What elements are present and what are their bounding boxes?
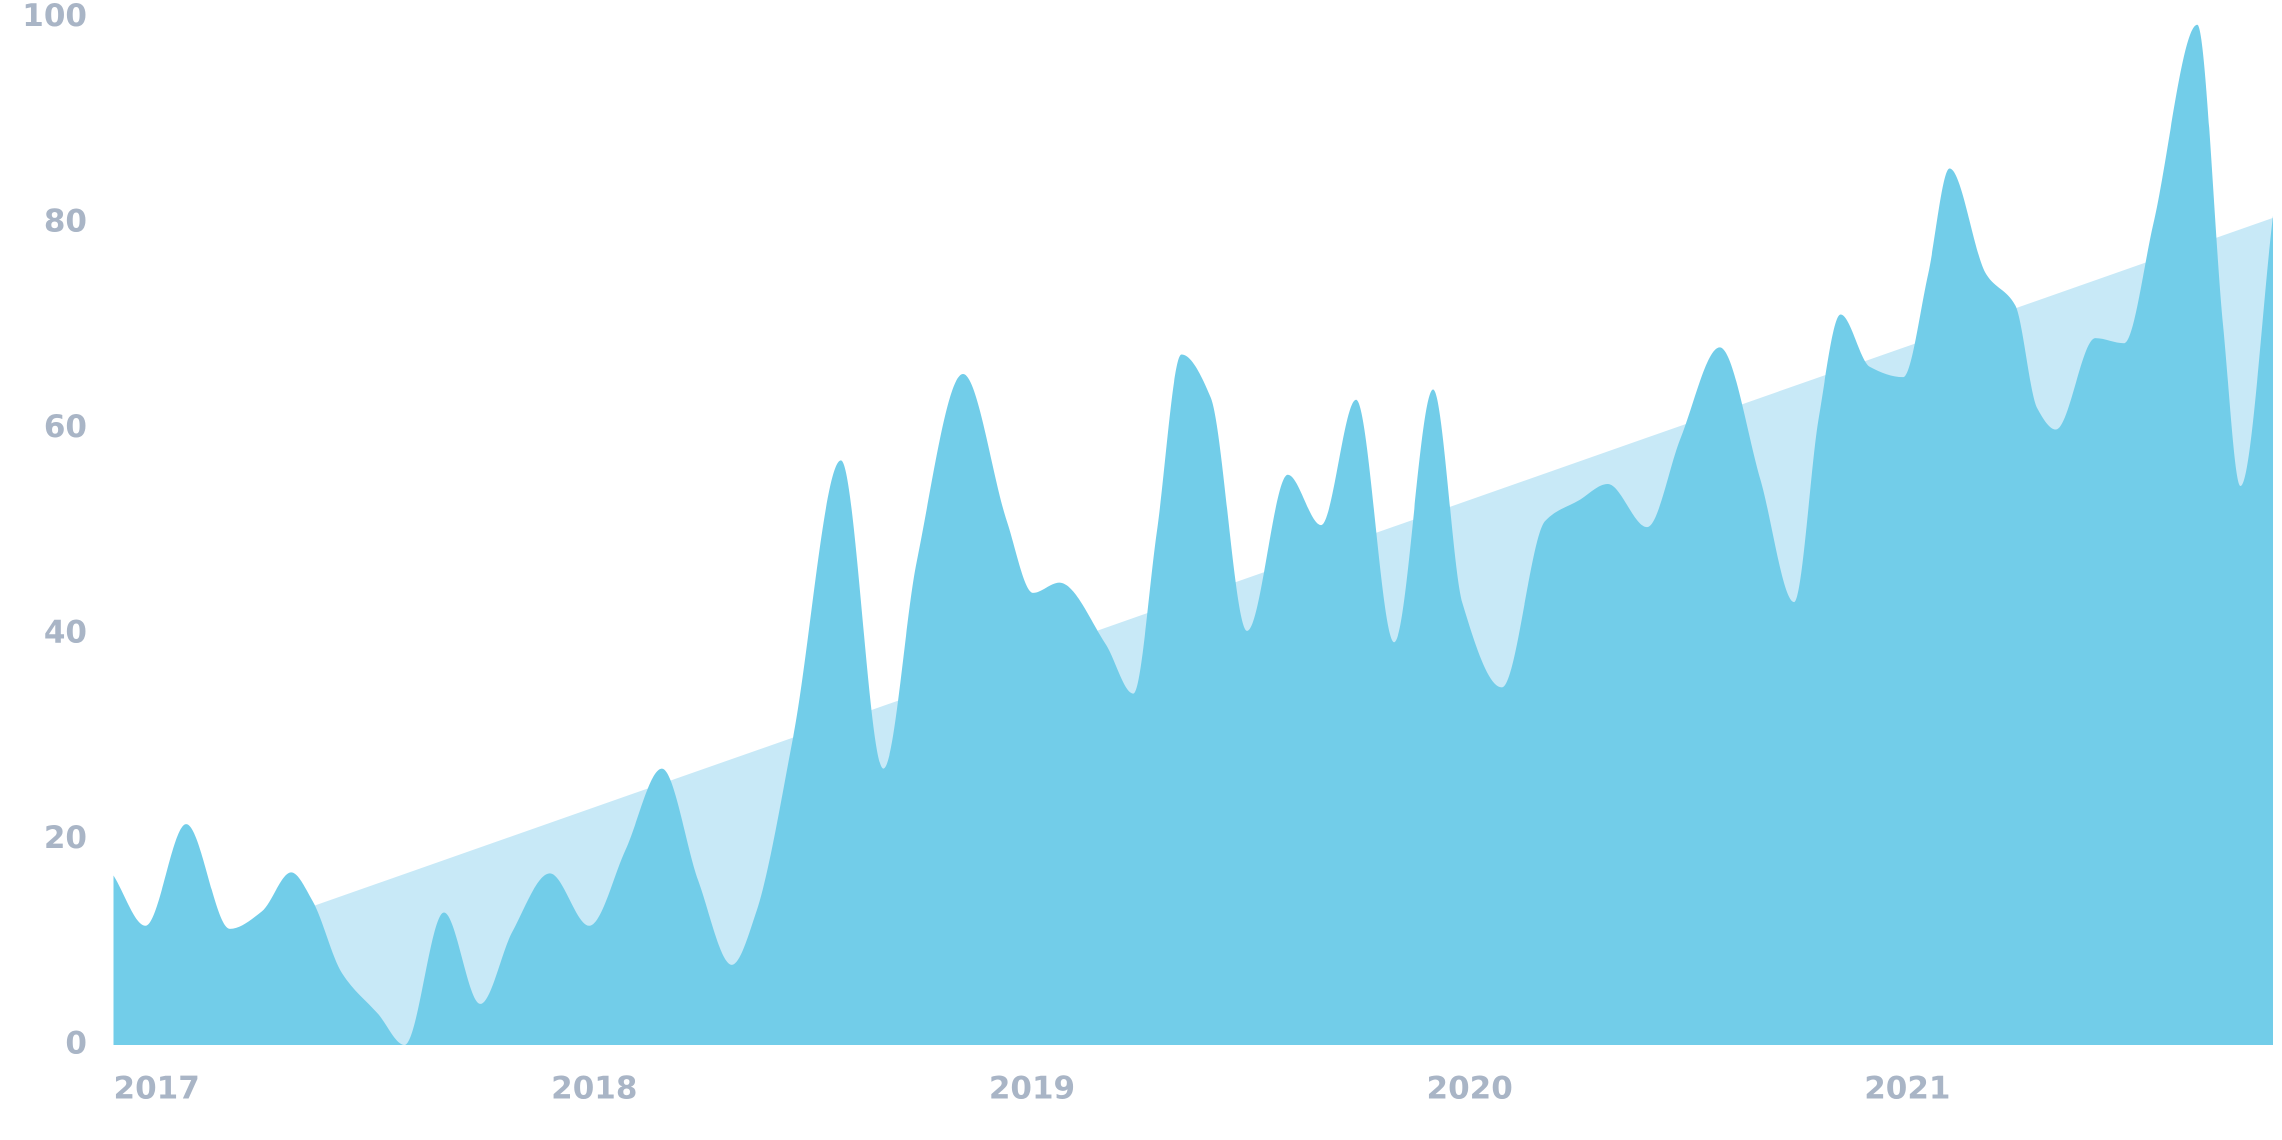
y-tick-label: 40 [44,615,87,651]
y-tick-label: 80 [44,204,87,240]
x-tick-label: 2021 [1864,1071,1950,1107]
x-tick-label: 2020 [1427,1071,1513,1107]
x-tick-label: 2019 [989,1071,1075,1107]
area [113,24,2273,1045]
x-tick-label: 2018 [551,1071,637,1107]
x-tick-label: 2017 [114,1071,200,1107]
y-tick-label: 100 [22,0,87,34]
y-tick-label: 60 [44,409,87,445]
y-tick-label: 0 [65,1026,87,1062]
y-tick-label: 20 [44,820,87,856]
